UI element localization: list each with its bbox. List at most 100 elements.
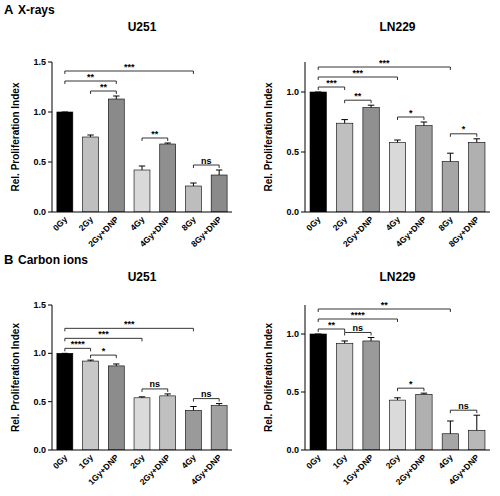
x-tick-label: 4Gy [436,452,455,471]
bar [336,123,352,212]
bar [160,396,176,450]
y-tick-label: 0.0 [286,445,299,455]
x-tick-label: 2Gy+DNP [137,452,172,487]
bar [108,366,124,450]
significance-label: ** [354,91,362,101]
error-bar [315,334,322,335]
y-axis-label: Rel. Proliferation Index [263,82,274,191]
y-tick [301,450,305,451]
y-tick [48,62,52,63]
x-tick-label: 2Gy [128,452,147,471]
bar [310,334,326,450]
bar [389,142,405,212]
y-tick [48,112,52,113]
error-bar [394,398,401,400]
y-tick-label: 0.5 [33,157,46,167]
error-bar [447,153,454,161]
significance-label: ** [328,320,336,330]
x-tick-label: 4Gy [383,214,402,233]
x-tick-label: 0Gy [51,452,70,471]
bars [57,96,227,212]
x-tick-label: 1Gy+DNP [86,452,121,487]
x-tick-label: 4Gy [179,452,198,471]
significance-label: ns [353,323,364,333]
panel: U251Rel. Proliferation Index0.00.51.01.5… [10,270,232,487]
x-axis [52,450,232,451]
error-bar [216,404,222,406]
bar [211,175,227,212]
panel: LN229Rel. Proliferation Index0.00.51.00G… [263,20,490,249]
y-tick [48,212,52,213]
y-tick [301,334,305,335]
error-bar [190,407,196,411]
significance-label: ns [150,379,161,389]
x-axis [305,450,490,451]
significance-label: *** [124,319,135,329]
section-letter: A [4,2,14,17]
y-tick-label: 0.5 [286,147,299,157]
x-tick-label: 4Gy+DNP [137,214,172,249]
x-tick-label: 0Gy [304,214,323,233]
bar [83,361,99,450]
y-tick [48,305,52,306]
x-tick-label: 8Gy+DNP [447,214,482,249]
error-bar [190,183,196,186]
y-tick-label: 1.0 [33,348,46,358]
significance-label: *** [98,329,109,339]
significance-label: ** [151,129,159,139]
y-tick-label: 1.0 [286,329,299,339]
significance-label: ** [100,82,108,92]
panel: LN229Rel. Proliferation Index0.00.51.00G… [263,270,490,487]
x-tick-label: 1Gy [331,452,350,471]
x-axis [305,212,490,213]
error-bar [474,415,481,430]
bar [469,142,485,212]
bar [363,108,379,212]
bar [416,126,432,212]
error-bar [165,143,171,144]
y-tick-label: 0.5 [286,387,299,397]
significance-label: *** [326,78,337,88]
y-tick-label: 0.0 [33,445,46,455]
bar [416,394,432,450]
y-tick [301,212,305,213]
significance-label: * [409,108,413,118]
x-tick-label: 8Gy+DNP [189,214,224,249]
bar [310,92,326,212]
y-axis-label: Rel. Proliferation Index [263,323,274,432]
x-tick-label: 8Gy [436,214,455,233]
bar [336,343,352,450]
error-bar [62,353,68,354]
section-title: X-rays [18,3,55,17]
x-tick-label: 4Gy [128,214,147,233]
error-bar [368,337,375,340]
y-tick [301,92,305,93]
chart-title: U251 [128,270,157,284]
error-bar [474,139,481,143]
y-axis [52,62,53,212]
x-tick-label: 4Gy+DNP [189,452,224,487]
y-axis-label: Rel. Proliferation Index [10,82,21,191]
figure: AX-raysBCarbon ionsU251Rel. Proliferatio… [0,0,500,496]
y-tick [48,401,52,402]
section-title: Carbon ions [18,253,88,267]
x-tick-label: 4Gy+DNP [447,452,482,487]
bar [211,406,227,450]
x-tick-label: 8Gy [179,214,198,233]
significance-label: ns [201,156,212,166]
error-bar [113,96,119,99]
error-bar [87,360,93,362]
significance-label: * [409,379,413,389]
error-bar [341,120,348,124]
x-tick-label: 2Gy [331,214,350,233]
error-bar [165,394,171,396]
y-tick-label: 1.5 [33,300,46,310]
x-tick-label: 2Gy+DNP [86,214,121,249]
significance-label: * [102,346,106,356]
y-tick-label: 1.0 [33,107,46,117]
chart-title: U251 [128,20,157,34]
bar [469,430,485,450]
bar [442,162,458,212]
y-tick-label: 1.0 [286,87,299,97]
bar [185,186,201,212]
